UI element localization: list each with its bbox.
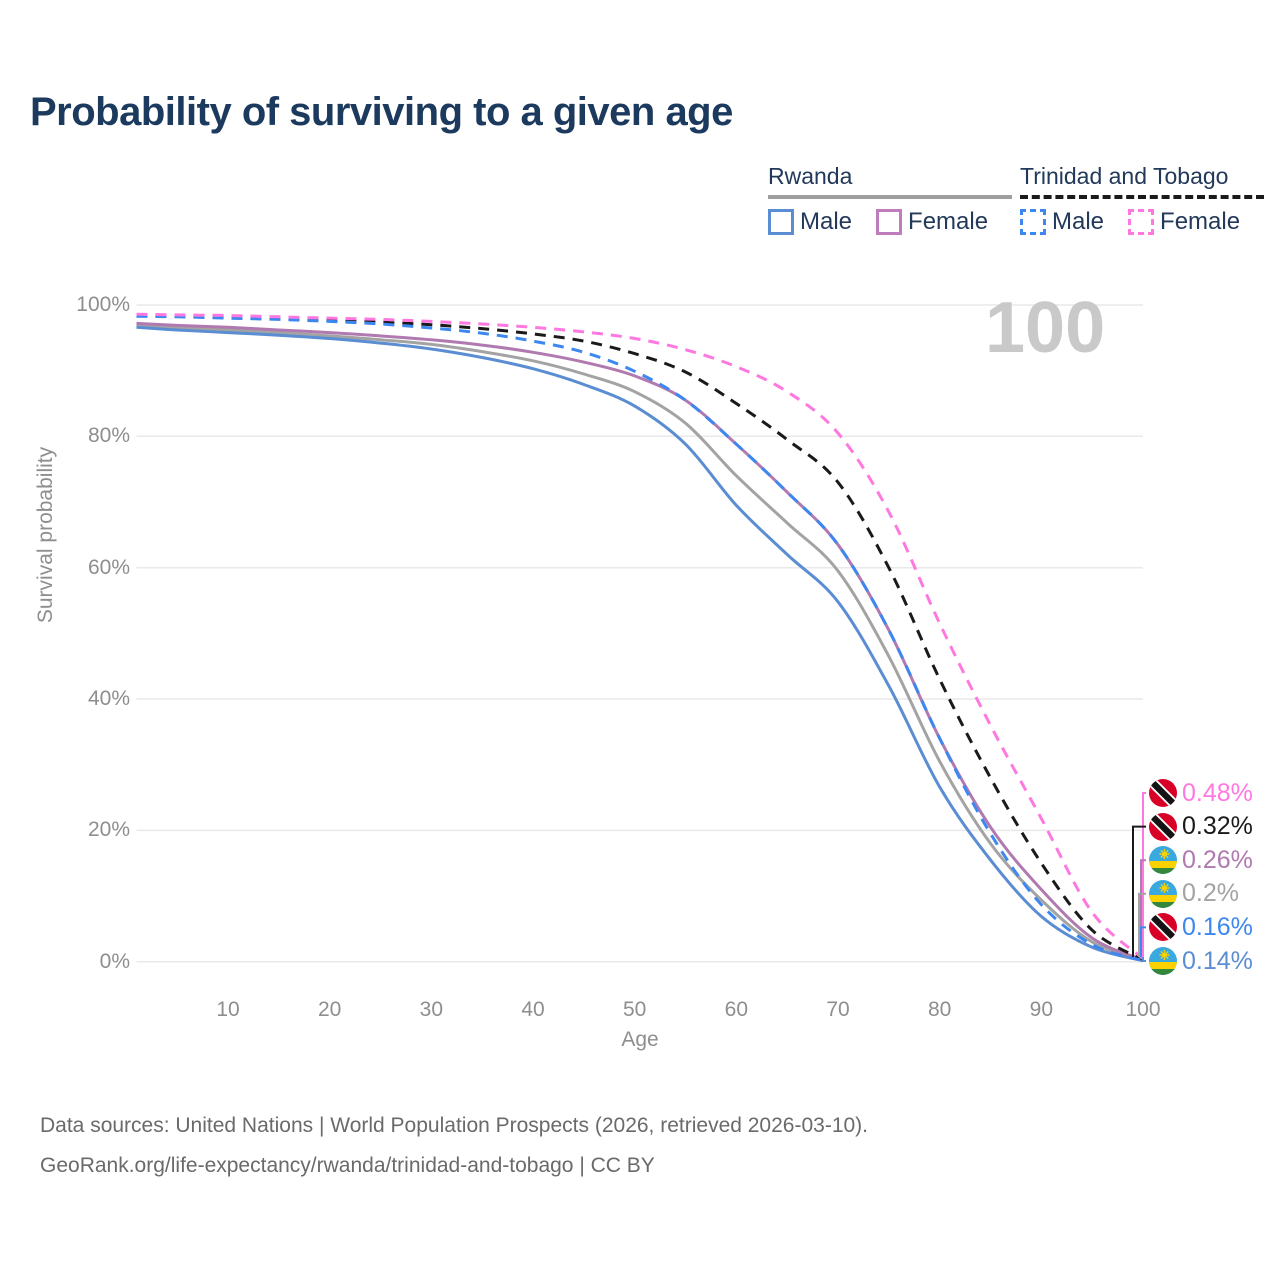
x-tick-label: 10 bbox=[216, 998, 240, 1021]
x-tick-label: 100 bbox=[1125, 998, 1161, 1021]
y-tick-label: 100% bbox=[76, 293, 130, 316]
leader-line bbox=[1140, 859, 1146, 957]
x-tick-label: 80 bbox=[927, 998, 952, 1021]
end-label-rwanda-female: 0.26% bbox=[1149, 845, 1253, 875]
legend-item-tt-male[interactable]: Male bbox=[1020, 208, 1104, 236]
x-tick-label: 70 bbox=[826, 998, 850, 1021]
footer: Data sources: United Nations | World Pop… bbox=[40, 1106, 868, 1186]
end-label-trinidad-and-tobago-female: 0.48% bbox=[1149, 778, 1253, 808]
y-tick-label: 0% bbox=[99, 949, 130, 973]
end-label-trinidad-and-tobago: 0.32% bbox=[1149, 812, 1253, 842]
x-tick-label: 50 bbox=[622, 998, 647, 1021]
trinidad-and-tobago-flag-icon bbox=[1149, 779, 1177, 807]
data-sources-line: Data sources: United Nations | World Pop… bbox=[40, 1114, 869, 1137]
legend-underline-trinidad-and-tobago bbox=[1020, 195, 1265, 199]
y-tick-label: 80% bbox=[87, 424, 130, 448]
age-watermark: 100 bbox=[985, 288, 1106, 368]
rwanda-flag-icon bbox=[1149, 846, 1177, 875]
legend-swatch-rwanda-female bbox=[876, 209, 903, 235]
rwanda-flag-icon bbox=[1149, 879, 1177, 908]
end-label-value: 0.48% bbox=[1182, 778, 1253, 807]
x-axis-title: Age bbox=[621, 1028, 659, 1051]
trinidad-and-tobago-flag-icon bbox=[1149, 913, 1177, 942]
legend-group-trinidad-and-tobago: Trinidad and Tobago Male Female bbox=[1020, 163, 1265, 236]
legend-label: Female bbox=[908, 208, 989, 235]
series-rwanda bbox=[136, 323, 1144, 962]
end-label-trinidad-and-tobago-male: 0.16% bbox=[1149, 912, 1253, 942]
legend-item-tt-female[interactable]: Female bbox=[1128, 208, 1240, 236]
legend-label: Female bbox=[1160, 208, 1241, 235]
legend-country-rwanda: Rwanda bbox=[768, 163, 853, 189]
series-trinidad-and-tobago-male bbox=[136, 314, 1144, 963]
leader-line bbox=[1142, 792, 1146, 957]
legend-item-rwanda-female[interactable]: Female bbox=[876, 208, 988, 236]
end-label-rwanda: 0.2% bbox=[1149, 879, 1239, 909]
end-label-rwanda-male: 0.14% bbox=[1149, 946, 1253, 976]
legend-label: Male bbox=[800, 208, 853, 235]
leader-line bbox=[1142, 957, 1146, 962]
leader-line bbox=[1132, 825, 1146, 957]
x-tick-label: 60 bbox=[724, 998, 748, 1021]
x-tick-label: 30 bbox=[419, 998, 443, 1021]
y-tick-label: 20% bbox=[87, 818, 130, 842]
attribution-line: GeoRank.org/life-expectancy/rwanda/trini… bbox=[40, 1153, 655, 1177]
end-label-value: 0.32% bbox=[1182, 812, 1253, 841]
x-tick-label: 90 bbox=[1029, 998, 1053, 1021]
series-rwanda-female bbox=[136, 321, 1144, 962]
leader-line bbox=[1138, 892, 1146, 957]
y-tick-label: 60% bbox=[87, 555, 130, 579]
end-label-value: 0.2% bbox=[1182, 879, 1239, 908]
end-label-value: 0.16% bbox=[1182, 912, 1253, 941]
y-axis-title: Survival probability bbox=[34, 446, 57, 624]
legend-underline-rwanda bbox=[768, 195, 1013, 199]
legend-group-rwanda: Rwanda Male Female bbox=[768, 163, 1013, 236]
leader-line bbox=[1140, 926, 1146, 957]
legend-swatch-tt-female bbox=[1128, 209, 1155, 235]
x-tick-label: 20 bbox=[317, 998, 342, 1021]
legend-swatch-rwanda-male bbox=[768, 209, 794, 235]
y-tick-label: 40% bbox=[87, 687, 130, 711]
x-tick-label: 40 bbox=[521, 998, 545, 1021]
legend-label: Male bbox=[1052, 208, 1105, 235]
page-title: Probability of surviving to a given age bbox=[30, 90, 733, 134]
legend-item-rwanda-male[interactable]: Male bbox=[768, 208, 852, 236]
end-label-value: 0.26% bbox=[1182, 845, 1253, 874]
end-label-value: 0.14% bbox=[1182, 946, 1253, 975]
trinidad-and-tobago-flag-icon bbox=[1149, 812, 1177, 841]
series-rwanda-male bbox=[136, 325, 1144, 963]
series-trinidad-and-tobago-female bbox=[136, 312, 1144, 960]
rwanda-flag-icon bbox=[1149, 947, 1177, 975]
legend-country-trinidad-and-tobago: Trinidad and Tobago bbox=[1020, 163, 1229, 189]
legend-swatch-tt-male bbox=[1020, 209, 1046, 235]
